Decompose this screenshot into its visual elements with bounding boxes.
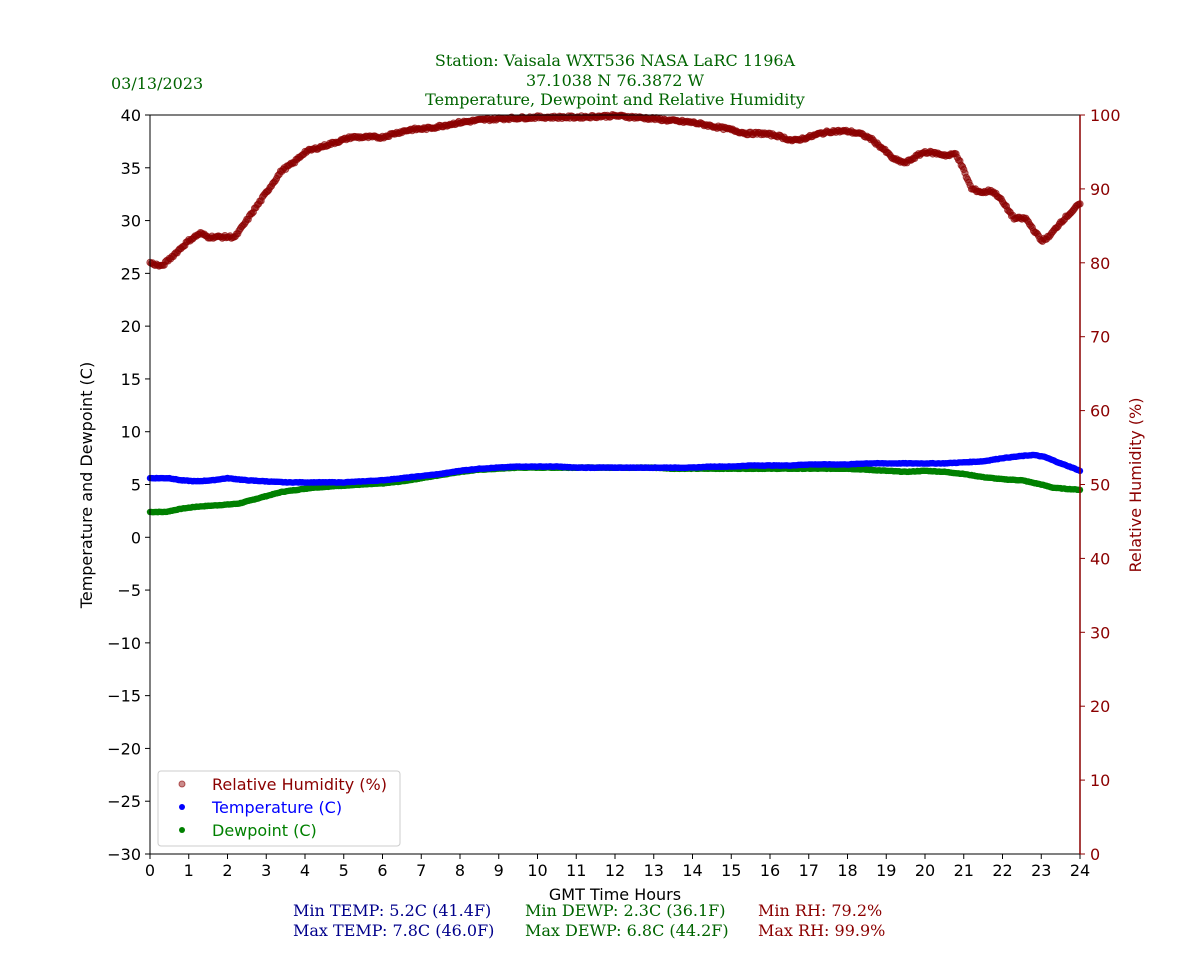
y-left-tick-label: 35: [121, 159, 141, 178]
y-right-tick-label: 50: [1090, 476, 1110, 495]
legend-marker-rh: [178, 780, 186, 788]
y-left-tick-label: 30: [121, 212, 141, 231]
title-station: Station: Vaisala WXT536 NASA LaRC 1196A: [435, 51, 796, 70]
x-tick-label: 8: [455, 861, 465, 880]
stat-max-temp: Max TEMP: 7.8C (46.0F): [293, 921, 494, 940]
y-left-tick-label: −15: [107, 687, 141, 706]
legend-marker-temp: [179, 804, 185, 810]
y-left-tick-label: 25: [121, 264, 141, 283]
x-tick-label: 21: [954, 861, 974, 880]
x-tick-label: 4: [300, 861, 310, 880]
x-tick-label: 13: [644, 861, 664, 880]
y-left-tick-label: 0: [131, 528, 141, 547]
x-tick-label: 1: [184, 861, 194, 880]
x-tick-label: 15: [721, 861, 741, 880]
y-left-axis-ticks: −30 −25 −20 −15 −10 −5 0 5 10 15 20 25 30 35 40: [107, 106, 150, 864]
x-tick-label: 0: [145, 861, 155, 880]
x-tick-label: 14: [682, 861, 702, 880]
y-right-tick-label: 60: [1090, 402, 1110, 421]
y-right-axis-ticks: 0 10 20 30 40 50 60 70 80 90 100: [1080, 106, 1121, 864]
y-right-tick-label: 90: [1090, 180, 1110, 199]
title-variables: Temperature, Dewpoint and Relative Humid…: [425, 90, 805, 109]
legend-box: [157, 770, 401, 847]
y-right-tick-label: 70: [1090, 328, 1110, 347]
legend-label-dewp: Dewpoint (C): [212, 821, 317, 840]
y-left-tick-label: 5: [131, 476, 141, 495]
legend: Relative Humidity (%) Temperature (C) De…: [157, 770, 401, 847]
stat-min-temp: Min TEMP: 5.2C (41.4F): [293, 901, 491, 920]
series-layer: [146, 111, 1084, 516]
series-rh: [146, 111, 1084, 270]
title-coordinates: 37.1038 N 76.3872 W: [526, 71, 705, 90]
y-right-tick-label: 10: [1090, 771, 1110, 790]
legend-marker-dewp: [179, 827, 185, 833]
x-tick-label: 18: [837, 861, 857, 880]
stat-max-dewp: Max DEWP: 6.8C (44.2F): [525, 921, 729, 940]
legend-label-rh: Relative Humidity (%): [212, 775, 387, 794]
y-left-tick-label: −10: [107, 634, 141, 653]
y-left-tick-label: 10: [121, 423, 141, 442]
x-tick-label: 12: [605, 861, 625, 880]
y-left-tick-label: 40: [121, 106, 141, 125]
y-right-tick-label: 0: [1090, 845, 1100, 864]
x-tick-label: 6: [377, 861, 387, 880]
stat-min-dewp: Min DEWP: 2.3C (36.1F): [525, 901, 726, 920]
x-tick-label: 20: [915, 861, 935, 880]
stats-block: Min TEMP: 5.2C (41.4F) Max TEMP: 7.8C (4…: [293, 901, 885, 940]
y-left-tick-label: −30: [107, 845, 141, 864]
x-tick-label: 11: [566, 861, 586, 880]
series-dewpoint: [146, 464, 1084, 516]
y-left-tick-label: 20: [121, 317, 141, 336]
x-tick-label: 17: [799, 861, 819, 880]
x-tick-label: 16: [760, 861, 780, 880]
stat-max-rh: Max RH: 99.9%: [758, 921, 885, 940]
x-tick-label: 2: [222, 861, 232, 880]
y-left-tick-label: −5: [117, 581, 141, 600]
x-axis-ticks: 0 1 2 3 4 5 6 7 8 9 10 11 12 13 14 15 16 17 18 19 20 21 22 23 24: [145, 854, 1090, 880]
y-right-tick-label: 20: [1090, 697, 1110, 716]
x-tick-label: 9: [494, 861, 504, 880]
series-temperature: [146, 451, 1084, 486]
x-tick-label: 10: [527, 861, 547, 880]
y-right-tick-label: 80: [1090, 254, 1110, 273]
y-left-tick-label: −25: [107, 792, 141, 811]
x-tick-label: 22: [992, 861, 1012, 880]
x-tick-label: 7: [416, 861, 426, 880]
y-left-tick-label: 15: [121, 370, 141, 389]
y-right-tick-label: 30: [1090, 623, 1110, 642]
x-tick-label: 5: [339, 861, 349, 880]
x-tick-label: 19: [876, 861, 896, 880]
x-tick-label: 3: [261, 861, 271, 880]
y-right-tick-label: 100: [1090, 106, 1121, 125]
date-label: 03/13/2023: [111, 74, 203, 93]
y-left-tick-label: −20: [107, 739, 141, 758]
y-right-tick-label: 40: [1090, 549, 1110, 568]
stat-min-rh: Min RH: 79.2%: [758, 901, 882, 920]
x-tick-label: 23: [1031, 861, 1051, 880]
y-right-axis-label: Relative Humidity (%): [1126, 398, 1145, 573]
x-axis-label: GMT Time Hours: [549, 885, 681, 904]
y-left-axis-label: Temperature and Dewpoint (C): [77, 362, 96, 609]
x-tick-label: 24: [1070, 861, 1090, 880]
legend-label-temp: Temperature (C): [211, 798, 342, 817]
